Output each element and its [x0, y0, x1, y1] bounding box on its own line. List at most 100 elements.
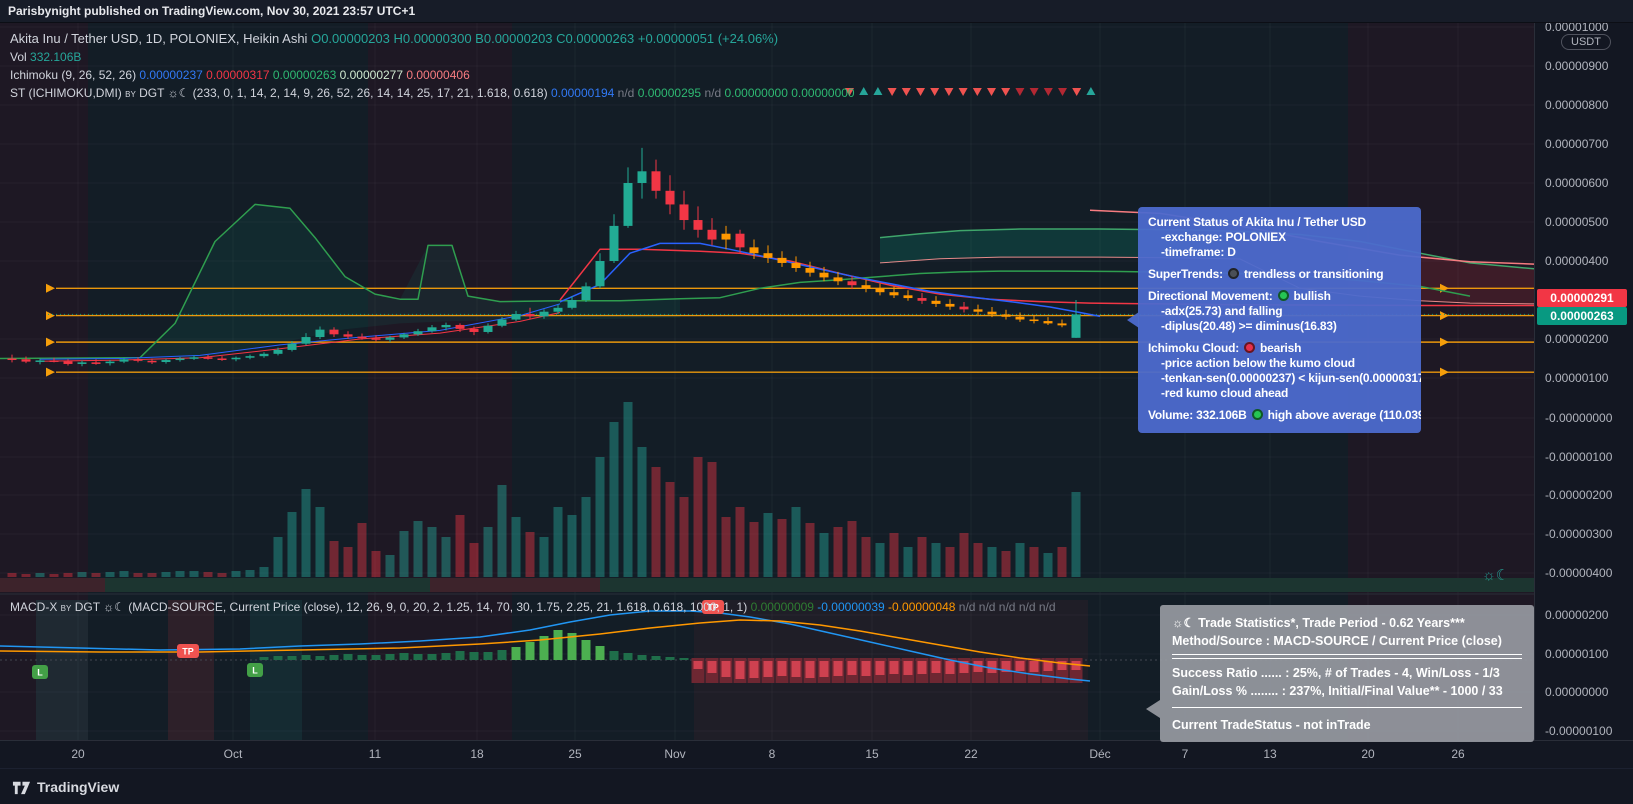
legend-value: 0.00000300	[402, 31, 472, 46]
macd-hist-bar-positive	[371, 655, 381, 660]
time-label: 20	[1361, 747, 1375, 761]
candle-body	[679, 204, 689, 221]
candle-body	[203, 357, 213, 359]
level-arrow-icon	[46, 311, 55, 321]
candle-body	[147, 360, 157, 363]
tradingview-logo[interactable]: TradingView	[12, 778, 119, 797]
candle-body	[245, 356, 255, 358]
time-label: 11	[368, 747, 382, 761]
status-line: -diplus(20.48) >= diminus(16.83)	[1161, 319, 1337, 333]
macd-hist-bar-negative	[903, 661, 913, 675]
macd-hist-bar-negative	[931, 661, 941, 673]
volume-bar	[945, 547, 955, 577]
volume-bar	[973, 543, 983, 577]
status-line: Directional Movement: bullish	[1148, 289, 1331, 303]
macd-hist-bar-negative	[889, 661, 899, 674]
volume-bar	[903, 547, 913, 577]
status-line: -red kumo cloud ahead	[1161, 386, 1289, 400]
stats-line: Method/Source : MACD-SOURCE / Current Pr…	[1172, 634, 1502, 648]
macd-hist-bar-negative	[847, 661, 857, 675]
legend-value: H	[389, 31, 403, 46]
supertrend-row[interactable]: ST (ICHIMOKU,DMI) by DGT ☼☾ (233, 0, 1, …	[10, 84, 855, 102]
volume-bar	[637, 447, 647, 577]
time-label: 8	[768, 747, 776, 761]
price-label: 0.00000200	[1545, 608, 1609, 622]
candle-body	[959, 306, 969, 310]
chart-legend[interactable]: Akita Inu / Tether USD, 1D, POLONIEX, He…	[10, 30, 855, 102]
trade-statistics-pointer	[1146, 700, 1160, 718]
volume-bar	[665, 482, 675, 577]
candle-body	[21, 359, 31, 362]
price-label: -0.00000400	[1545, 566, 1613, 580]
macd-legend[interactable]: MACD-X by DGT ☼☾ (MACD-SOURCE, Current P…	[10, 600, 1056, 614]
price-label: -0.00000000	[1545, 411, 1613, 425]
level-arrow-icon	[46, 367, 55, 377]
volume-bar	[987, 547, 997, 577]
stats-line: Gain/Loss % ........ : 237%, Initial/Fin…	[1172, 684, 1503, 698]
candle-body	[791, 262, 801, 269]
supertrend-price-badge: 0.00000291	[1537, 289, 1627, 307]
volume-bar	[931, 543, 941, 577]
volume-bar	[119, 571, 129, 577]
macd-hist-bar-positive	[455, 651, 465, 660]
legend-value: C	[552, 31, 566, 46]
candle-body	[35, 360, 45, 362]
candle-body	[721, 233, 731, 240]
legend-value: Ichimoku (9, 26, 52, 26)	[10, 68, 140, 82]
macd-hist-bar-positive	[651, 656, 661, 660]
volume-bar	[497, 485, 507, 577]
volume-bar	[1015, 543, 1025, 577]
time-axis[interactable]: 20 Oct 11 18 25 Nov 8 15 22 Déc 7 13 20 26	[0, 740, 1633, 769]
candle-body	[749, 247, 759, 254]
macd-hist-bar-negative	[1029, 661, 1039, 672]
stats-line: Current TradeStatus - not inTrade	[1172, 718, 1371, 732]
trend-down-marker-icon	[987, 88, 996, 96]
volume-bar	[959, 533, 969, 577]
legend-value: 0.00000000	[787, 86, 855, 100]
candle-body	[455, 324, 465, 329]
candle-body	[581, 286, 591, 300]
time-label: 7	[1181, 747, 1189, 761]
trend-up-marker-icon	[1086, 87, 1096, 95]
candle-body	[483, 325, 493, 332]
volume-bar	[245, 570, 255, 577]
kijun-early-red-line	[39, 312, 561, 362]
volume-bar	[889, 533, 899, 577]
volume-bar	[595, 457, 605, 577]
legend-value: n/d	[614, 86, 638, 100]
candle-body	[777, 257, 787, 263]
volume-bar	[833, 527, 843, 577]
trend-down-marker-icon	[1058, 88, 1067, 96]
price-label: 0.00000900	[1545, 59, 1609, 73]
candle-body	[1057, 323, 1067, 326]
macd-hist-bar-positive	[539, 636, 549, 660]
macd-hist-bar-negative	[959, 661, 969, 673]
macd-hist-bar-positive	[259, 657, 269, 660]
time-label: 26	[1451, 747, 1465, 761]
trend-down-marker-icon	[930, 88, 940, 96]
trend-band	[368, 22, 512, 740]
volume-bar	[539, 537, 549, 577]
level-arrow-icon	[1440, 337, 1449, 347]
candle-body	[1071, 314, 1081, 338]
symbol-row[interactable]: Akita Inu / Tether USD, 1D, POLONIEX, He…	[10, 30, 855, 48]
candle-body	[119, 359, 129, 362]
volume-bar	[175, 571, 185, 577]
price-label: 0.00000200	[1545, 332, 1609, 346]
volume-bar	[203, 572, 213, 577]
macd-hist-bar-positive	[301, 655, 311, 660]
volume-bar	[721, 517, 731, 577]
price-axis[interactable]: USDT 0.00000291 0.00000263 0.00001000 0.0…	[1534, 20, 1633, 740]
currency-badge[interactable]: USDT	[1561, 34, 1611, 50]
status-dot-icon	[1277, 290, 1289, 301]
level-arrow-icon	[1440, 367, 1449, 377]
time-label: 13	[1263, 747, 1277, 761]
ichimoku-row[interactable]: Ichimoku (9, 26, 52, 26) 0.00000237 0.00…	[10, 66, 855, 84]
trade-signal-badge	[702, 600, 724, 614]
volume-bar	[301, 489, 311, 577]
dgt-watermark-icon: ☼☾	[1482, 567, 1510, 584]
volume-bar	[511, 517, 521, 577]
volume-row[interactable]: Vol 332.106B	[10, 48, 855, 66]
legend-value: -0.00000039	[813, 600, 885, 614]
trend-down-marker-icon	[1072, 88, 1082, 96]
